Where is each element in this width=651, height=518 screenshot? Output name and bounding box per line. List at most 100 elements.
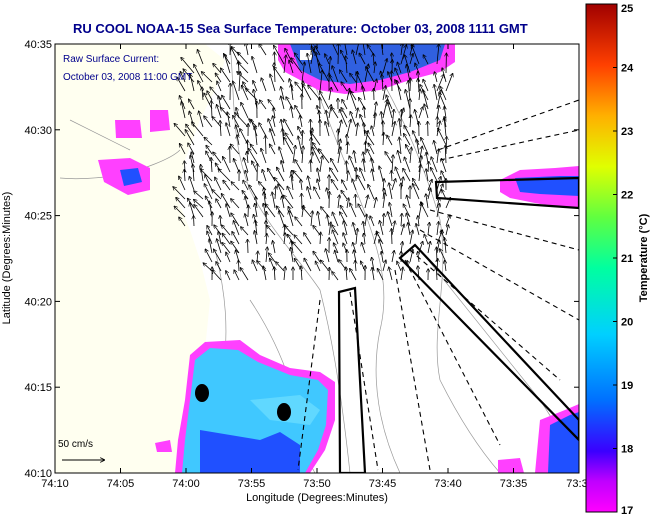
x-tick-label: 73:45 xyxy=(369,478,397,490)
current-vector xyxy=(189,99,195,110)
current-vector xyxy=(418,252,419,263)
current-vector xyxy=(287,187,294,200)
current-vector xyxy=(242,86,249,101)
current-vector xyxy=(410,78,411,92)
current-vector xyxy=(282,197,285,209)
y-tick-label: 40:35 xyxy=(24,39,52,51)
current-vector xyxy=(408,81,410,101)
current-vector xyxy=(383,133,384,146)
current-vector xyxy=(226,271,231,281)
current-vector xyxy=(308,176,312,191)
current-vector xyxy=(255,231,258,245)
scale-label: 50 cm/s xyxy=(58,439,93,450)
current-vector xyxy=(245,214,249,227)
colorbar-tick-label: 23 xyxy=(621,126,633,138)
shipping-lane-southeast xyxy=(398,243,579,442)
current-vector xyxy=(426,169,428,182)
colorbar-tick-label: 22 xyxy=(621,190,633,202)
current-vector xyxy=(372,169,375,182)
current-vector xyxy=(369,144,375,155)
colorbar-tick-label: 19 xyxy=(621,380,633,392)
current-vector xyxy=(314,187,321,200)
current-vector xyxy=(223,181,231,191)
current-vector xyxy=(298,127,303,137)
current-label-line2: October 03, 2008 11:00 GMT xyxy=(63,72,192,83)
current-vector xyxy=(274,46,285,65)
current-vector xyxy=(268,119,276,137)
x-tick-label: 73:3 xyxy=(566,478,587,490)
current-vector xyxy=(198,50,204,65)
current-vector xyxy=(331,44,339,56)
current-vector xyxy=(274,52,275,65)
current-vector xyxy=(194,205,204,218)
current-vector xyxy=(241,227,249,236)
current-vector xyxy=(445,225,448,236)
approach-lines xyxy=(297,99,579,471)
current-vector xyxy=(237,135,239,146)
current-vector xyxy=(211,101,212,119)
current-vector xyxy=(222,96,231,110)
current-vector xyxy=(304,233,312,245)
current-vector xyxy=(370,216,375,227)
x-tick-label: 73:35 xyxy=(500,478,528,490)
current-vector xyxy=(332,66,339,83)
current-vector xyxy=(389,203,393,218)
current-vector xyxy=(400,225,404,236)
current-vector xyxy=(226,123,231,137)
current-vector xyxy=(380,221,384,236)
current-vector xyxy=(217,105,222,119)
sst-patch-nw1 xyxy=(115,120,142,138)
current-vector xyxy=(332,230,339,245)
shipping-lanes xyxy=(337,176,579,473)
x-tick-label: 74:00 xyxy=(172,478,200,490)
current-vector xyxy=(359,54,366,65)
current-vector xyxy=(241,103,249,119)
current-vector xyxy=(253,81,258,92)
current-vector xyxy=(382,75,383,92)
current-vector xyxy=(391,179,396,191)
radar-site-west xyxy=(195,384,209,402)
current-vector xyxy=(423,90,429,110)
current-vector xyxy=(392,155,393,173)
current-vector xyxy=(180,72,186,83)
current-vector xyxy=(193,165,194,182)
current-vector xyxy=(248,140,249,155)
current-vector xyxy=(424,104,429,119)
current-vector xyxy=(357,176,366,191)
colorbar xyxy=(585,3,618,513)
current-vector xyxy=(179,217,186,227)
current-vector xyxy=(421,138,429,155)
current-vector xyxy=(371,126,375,137)
colorbar-tick-label: 20 xyxy=(621,317,633,329)
current-vector xyxy=(252,57,258,74)
current-vector xyxy=(407,261,411,272)
current-vector xyxy=(301,62,305,83)
current-vector xyxy=(440,87,447,101)
current-vector xyxy=(319,64,330,83)
current-vector xyxy=(185,130,195,146)
current-vector xyxy=(347,142,348,155)
current-vector xyxy=(342,180,348,191)
current-vector xyxy=(350,74,357,83)
current-vector xyxy=(204,116,213,128)
current-vector xyxy=(259,44,267,56)
current-vector xyxy=(179,176,186,191)
current-vector xyxy=(352,50,357,65)
current-vector xyxy=(319,71,322,92)
current-vector xyxy=(421,202,429,218)
y-tick-label: 40:20 xyxy=(24,296,52,308)
current-vector xyxy=(292,146,295,164)
current-vector xyxy=(361,261,366,272)
current-vector xyxy=(326,111,330,128)
current-vector xyxy=(391,122,395,137)
current-vector xyxy=(350,269,357,281)
current-vector xyxy=(183,69,195,83)
current-vector xyxy=(365,131,375,146)
current-vector xyxy=(399,138,401,155)
colorbar-ticks: 25 24 23 22 21 20 19 18 17 xyxy=(613,3,634,517)
current-vector xyxy=(204,93,213,110)
current-vector xyxy=(381,44,384,56)
current-vector xyxy=(205,249,213,263)
current-vector xyxy=(418,266,419,281)
current-vector xyxy=(332,108,339,119)
